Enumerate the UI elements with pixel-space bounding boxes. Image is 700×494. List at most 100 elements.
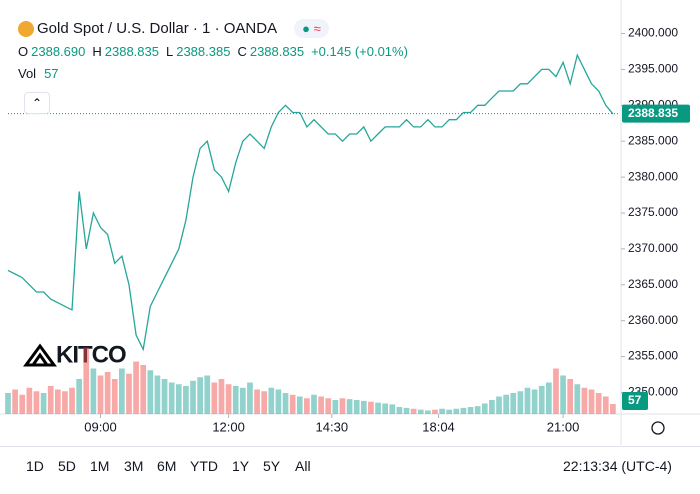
volume-bar [425,410,431,414]
volume-bar [389,404,396,414]
y-tick-label: 2360.000 [628,313,678,327]
status-pill[interactable]: ● ≈ [294,19,329,38]
volume-bar [553,368,559,414]
x-tick-label: 18:04 [422,419,455,434]
ohlc-value: 2388.690 [31,44,86,59]
volume-bar [396,407,403,414]
kitco-logo: KITCO [23,341,127,368]
y-tick-label: 2355.000 [628,349,678,363]
range-button[interactable]: All [295,458,311,474]
x-tick-label: 12:00 [212,419,245,434]
volume-bar [218,379,225,414]
volume-bar [261,391,268,414]
range-button[interactable]: 5D [58,458,76,474]
volume-bar [496,396,502,414]
last-price-box [622,104,690,123]
volume-bar [610,404,616,414]
y-tick-label: 2395.000 [628,62,678,76]
range-button[interactable]: 1D [26,458,44,474]
ohlc-value: 2388.835 [249,44,305,59]
volume-bar [289,394,296,414]
y-tick-label: 2370.000 [628,241,678,255]
volume-value: 57 [44,66,59,81]
settings-icon[interactable] [651,421,665,435]
volume-bar [225,384,232,414]
volume-bar [453,408,460,414]
volume-bar [560,375,566,414]
volume-bar [133,361,139,414]
volume-bar [460,407,467,414]
symbol-title: Gold Spot / U.S. Dollar · 1 · OANDA [37,20,278,37]
volume-box [622,392,648,410]
volume-bar [318,396,324,414]
price-line [7,53,614,352]
ohlc-row: O 2388.690 H 2388.835 L 2388.385 C 2388.835 +0.1… [18,44,408,59]
ohlc-value: 2388.385 [176,44,231,59]
range-button[interactable]: 1M [90,458,110,474]
volume-bar [382,403,389,414]
range-button[interactable]: 6M [157,458,177,474]
volume-bar [211,382,218,414]
volume-bar [54,389,61,414]
volume-bar [168,382,175,414]
volume-bar [296,396,303,414]
y-tick-label: 2375.000 [628,205,678,219]
volume-box-label: 57 [628,393,642,407]
volume-bar [602,396,609,414]
volume-bar [62,391,68,414]
volume-bar [545,382,552,414]
volume-bar [12,389,18,414]
y-tick-label: 2380.000 [628,169,678,183]
ohlc-value: 2388.835 [104,44,159,59]
volume-bar [19,394,26,414]
clock: 22:13:34 (UTC-4) [563,458,672,474]
range-button[interactable]: 1Y [232,458,250,474]
volume-bar [183,386,189,414]
volume-bar [339,398,346,414]
volume-bar [325,398,332,414]
volume-bar [69,387,75,414]
volume-row: Vol 57 [18,66,59,81]
volume-bar [375,402,381,414]
volume-bar [119,368,125,414]
ohlc-label: O [18,44,29,59]
range-button[interactable]: 5Y [263,458,281,474]
volume-bar [403,407,410,414]
volume-bar [503,394,509,414]
volume-bar [154,375,161,414]
volume-bar [190,380,196,414]
volume-bar [147,370,154,414]
range-button[interactable]: 3M [124,458,144,474]
volume-bar [524,387,531,414]
symbol-row: Gold Spot / U.S. Dollar · 1 · OANDA ● ≈ [18,19,329,38]
volume-bar [254,389,260,414]
volume-bar [360,400,367,414]
volume-bar [567,379,574,414]
volume-bar [126,373,132,414]
volume-bar [581,387,588,414]
volume-bar [574,384,581,414]
volume-bar [304,398,310,414]
ohlc-label: H [92,44,102,59]
volume-bar [538,386,545,414]
volume-bar [104,372,111,414]
volume-bar [510,393,517,414]
kitco-icon [23,343,57,367]
volume-bar [410,408,417,414]
volume-bar [239,387,246,414]
volume-bar [432,409,438,414]
volume-bar [5,393,11,414]
volume-bar [26,387,33,414]
y-tick-label: 2365.000 [628,277,678,291]
range-button[interactable]: YTD [190,458,218,474]
collapse-button[interactable]: ⌃ [24,92,50,114]
volume-bar [531,389,538,414]
volume-bar [40,393,47,414]
volume-bar [175,384,182,414]
volume-bar [489,400,495,414]
volume-bar [282,393,289,414]
volume-bar [517,391,524,414]
volume-bar [97,375,104,414]
